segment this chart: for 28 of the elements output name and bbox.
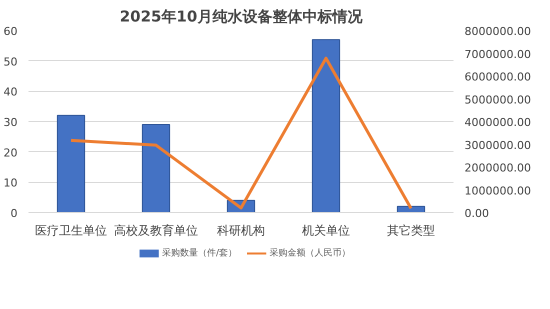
y2-tick-label: 2000000.00 [464, 162, 531, 174]
y-tick-label: 40 [4, 86, 18, 99]
chart-title: 2025年10月纯水设备整体中标情况 [120, 8, 364, 26]
y2-tick-label: 3000000.00 [464, 138, 531, 152]
y2-tick-label: 8000000.00 [464, 25, 531, 38]
y-tick-label: 10 [4, 176, 18, 190]
y-tick-label: 0 [10, 207, 18, 220]
legend-label: 采购金额（人民币） [269, 248, 350, 258]
y-tick-label: 50 [4, 55, 18, 68]
y2-tick-label: 7000000.00 [464, 48, 531, 61]
bar [312, 39, 340, 212]
x-tick-label: 医疗卫生单位 [35, 224, 107, 238]
x-tick-label: 机关单位 [302, 224, 350, 238]
y2-tick-label: 6000000.00 [464, 70, 531, 84]
y2-tick-label: 5000000.00 [464, 93, 531, 106]
y2-tick-label: 4000000.00 [464, 116, 531, 129]
y2-tick-label: 0.00 [464, 207, 489, 220]
y2-tick-label: 1000000.00 [464, 184, 531, 198]
x-tick-label: 其它类型 [387, 224, 435, 238]
y-tick-label: 30 [4, 116, 18, 129]
y-tick-label: 20 [4, 146, 18, 160]
x-tick-label: 科研机构 [217, 224, 265, 238]
x-tick-label: 高校及教育单位 [114, 224, 198, 238]
y-tick-label: 60 [4, 25, 18, 38]
bar [56, 114, 86, 212]
bar [142, 124, 170, 212]
line-series [70, 56, 412, 210]
legend-label: 采购数量（件/套） [162, 248, 238, 258]
